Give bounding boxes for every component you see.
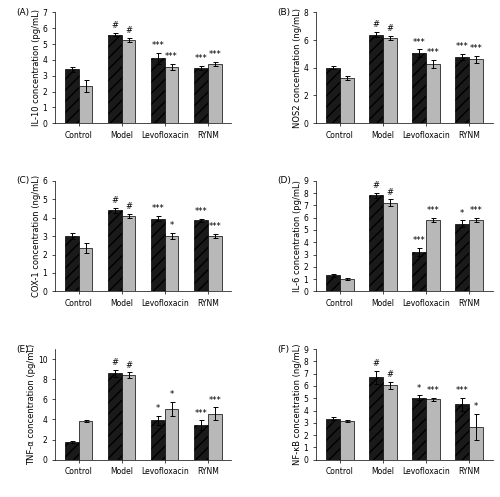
Bar: [108, 35, 122, 123]
Bar: [194, 425, 207, 460]
Bar: [65, 236, 78, 291]
Y-axis label: TNF-α concentration (pg/mL): TNF-α concentration (pg/mL): [28, 344, 36, 465]
Text: ***: ***: [208, 50, 221, 59]
Text: #: #: [386, 370, 393, 379]
Bar: [194, 68, 207, 123]
Text: #: #: [372, 181, 380, 190]
Bar: [208, 414, 222, 460]
Bar: [122, 375, 136, 460]
Bar: [65, 442, 78, 460]
Bar: [326, 68, 340, 123]
Text: ***: ***: [194, 54, 207, 63]
Bar: [151, 219, 164, 291]
Text: (A): (A): [16, 8, 30, 17]
Bar: [122, 216, 136, 291]
Bar: [369, 35, 383, 123]
Bar: [78, 421, 92, 460]
Text: ***: ***: [208, 396, 221, 405]
Bar: [108, 210, 122, 291]
Bar: [369, 195, 383, 291]
Bar: [340, 78, 353, 123]
Bar: [383, 38, 396, 123]
Text: #: #: [112, 21, 118, 30]
Bar: [151, 58, 164, 123]
Text: #: #: [112, 358, 118, 367]
Bar: [455, 57, 469, 123]
Bar: [455, 224, 469, 291]
Bar: [455, 405, 469, 460]
Bar: [412, 398, 426, 460]
Bar: [412, 252, 426, 291]
Bar: [164, 236, 178, 291]
Text: #: #: [386, 188, 393, 197]
Bar: [426, 400, 440, 460]
Text: ***: ***: [152, 204, 164, 213]
Text: *: *: [170, 221, 173, 230]
Text: *: *: [170, 390, 173, 399]
Text: ***: ***: [426, 386, 439, 395]
Bar: [383, 385, 396, 460]
Text: ***: ***: [456, 386, 468, 395]
Text: #: #: [372, 20, 380, 29]
Bar: [108, 373, 122, 460]
Text: ***: ***: [456, 42, 468, 51]
Bar: [164, 409, 178, 460]
Text: #: #: [125, 202, 132, 211]
Text: #: #: [372, 359, 380, 368]
Bar: [369, 377, 383, 460]
Bar: [426, 220, 440, 291]
Text: (C): (C): [16, 176, 30, 185]
Bar: [208, 236, 222, 291]
Bar: [412, 53, 426, 123]
Text: ***: ***: [412, 38, 426, 47]
Y-axis label: IL-6 concentration (pg/mL): IL-6 concentration (pg/mL): [293, 180, 302, 292]
Y-axis label: IL-10 concentration (pg/mL): IL-10 concentration (pg/mL): [32, 9, 41, 126]
Text: *: *: [460, 209, 464, 218]
Y-axis label: COX-1 concentration (ng/mL): COX-1 concentration (ng/mL): [32, 175, 41, 297]
Bar: [326, 418, 340, 460]
Text: ***: ***: [426, 48, 439, 57]
Text: ***: ***: [208, 223, 221, 232]
Bar: [340, 279, 353, 291]
Text: (E): (E): [16, 344, 29, 353]
Bar: [194, 220, 207, 291]
Text: #: #: [386, 24, 393, 33]
Y-axis label: NOS2 concentration (ng/mL): NOS2 concentration (ng/mL): [293, 8, 302, 128]
Text: *: *: [474, 403, 478, 412]
Text: ***: ***: [194, 409, 207, 417]
Text: ***: ***: [470, 44, 482, 53]
Bar: [469, 427, 482, 460]
Text: ***: ***: [165, 52, 178, 61]
Bar: [65, 70, 78, 123]
Bar: [164, 67, 178, 123]
Bar: [78, 248, 92, 291]
Text: ***: ***: [152, 41, 164, 50]
Text: (B): (B): [278, 8, 290, 17]
Bar: [340, 421, 353, 460]
Bar: [78, 86, 92, 123]
Text: ***: ***: [412, 237, 426, 246]
Text: ***: ***: [470, 206, 482, 215]
Text: *: *: [156, 404, 160, 413]
Text: ***: ***: [426, 206, 439, 215]
Text: *: *: [417, 384, 421, 393]
Text: (D): (D): [278, 176, 291, 185]
Text: #: #: [112, 196, 118, 205]
Bar: [151, 420, 164, 460]
Bar: [326, 275, 340, 291]
Bar: [469, 220, 482, 291]
Bar: [469, 60, 482, 123]
Text: (F): (F): [278, 344, 289, 353]
Bar: [208, 64, 222, 123]
Text: #: #: [125, 26, 132, 35]
Bar: [426, 64, 440, 123]
Y-axis label: NF-κB concentration (ng/mL): NF-κB concentration (ng/mL): [293, 343, 302, 465]
Bar: [122, 40, 136, 123]
Bar: [383, 203, 396, 291]
Text: ***: ***: [194, 207, 207, 216]
Text: #: #: [125, 361, 132, 370]
